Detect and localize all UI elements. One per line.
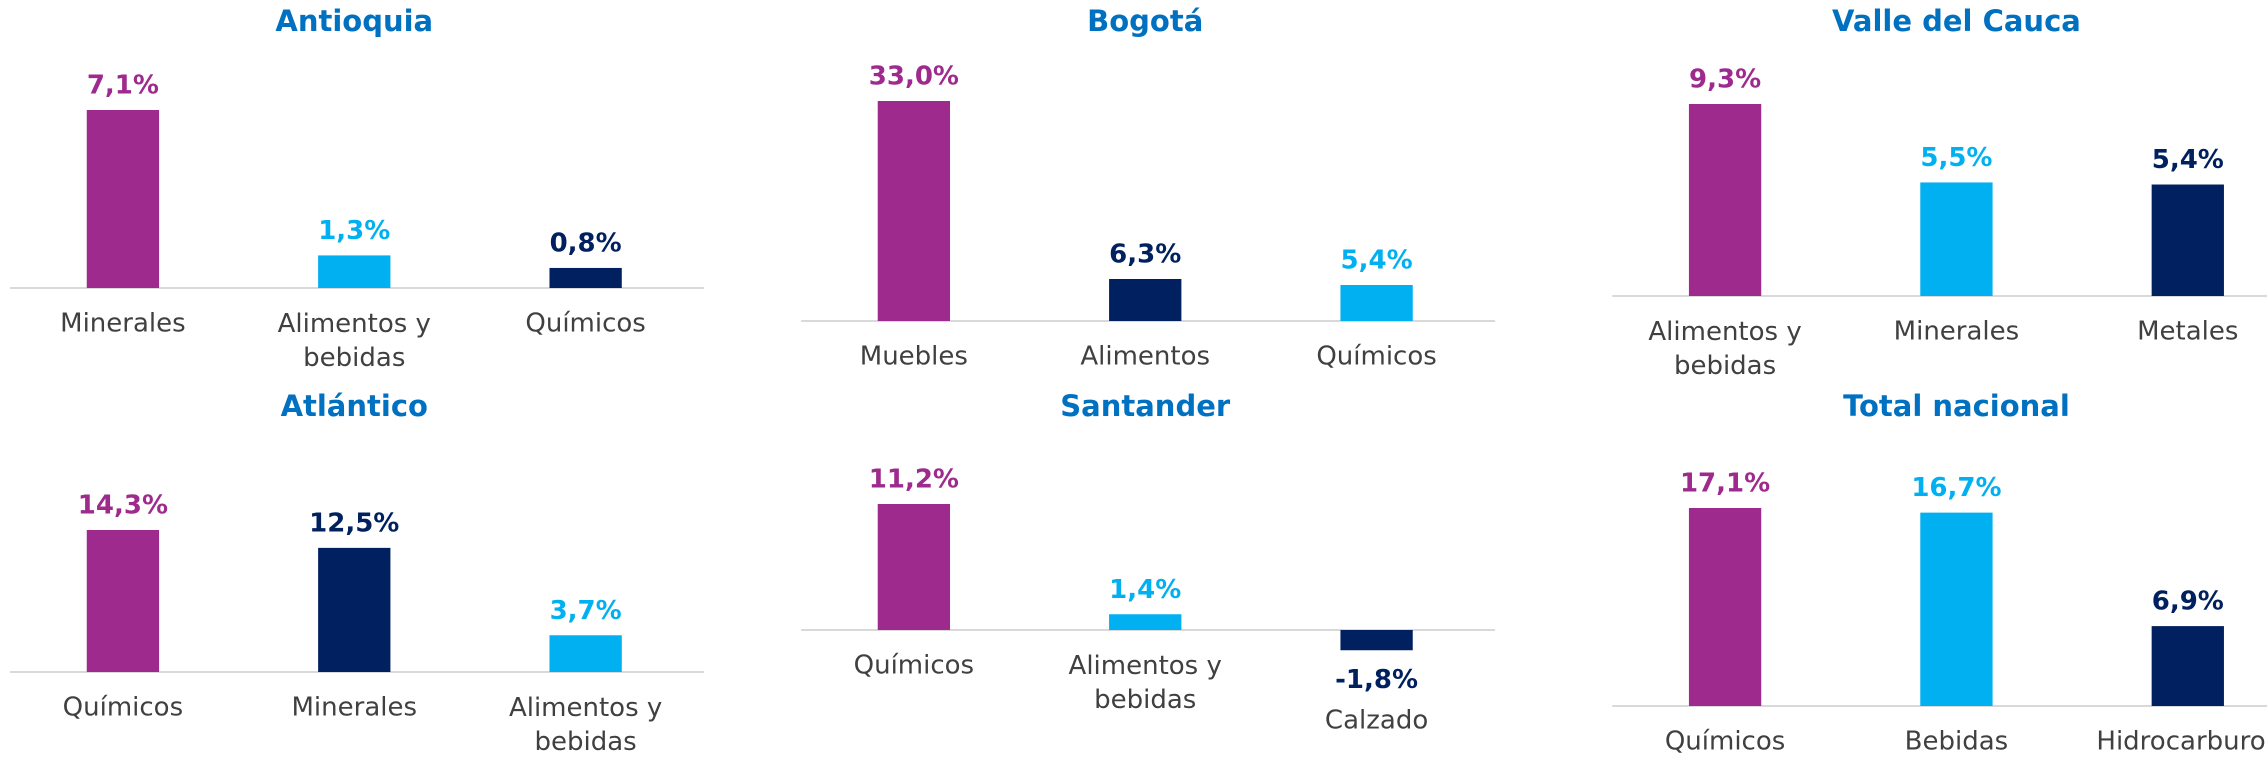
bar: [86, 110, 160, 288]
category-label: Químicos: [854, 651, 974, 681]
value-label: 12,5%: [309, 508, 399, 538]
bar: [1109, 279, 1182, 321]
bar: [1688, 104, 1762, 296]
chart-title: Santander: [1060, 389, 1231, 423]
panel: Santander 11,2% Químicos 1,4% Alimentos y beb…: [801, 389, 1496, 736]
chart-title: Antioquia: [275, 4, 433, 38]
category-label: Calzado: [1325, 706, 1428, 736]
panel: Antioquia 7,1% Minerales 1,3% Alimentos y beb…: [10, 4, 705, 373]
value-label: 1,3%: [318, 216, 390, 246]
bar: [318, 255, 391, 288]
value-label: 1,4%: [1109, 575, 1181, 605]
category-label: Metales: [2137, 317, 2238, 347]
bar: [2151, 184, 2224, 296]
category-label: Químicos: [525, 309, 645, 339]
value-label: 9,3%: [1689, 65, 1761, 95]
category-line: bebidas: [303, 343, 405, 373]
category-line: bebidas: [535, 727, 637, 757]
category-label: Alimentos: [1080, 342, 1210, 372]
chart-title: Valle del Cauca: [1832, 4, 2081, 38]
value-label: 5,5%: [1920, 143, 1992, 173]
value-label: 14,3%: [78, 491, 168, 521]
bar: [1688, 508, 1762, 706]
bar: [1340, 630, 1413, 651]
chart-title: Bogotá: [1087, 4, 1203, 38]
bar: [86, 530, 160, 672]
category-line: bebidas: [1094, 685, 1196, 715]
bar: [549, 267, 622, 288]
category-label: Muebles: [860, 342, 968, 372]
category-label: Bebidas: [1905, 727, 2009, 757]
category-label: Químicos: [1665, 727, 1785, 757]
value-label: 16,7%: [1911, 473, 2001, 503]
category-label: Minerales: [60, 309, 186, 339]
value-label: 17,1%: [1680, 469, 1770, 499]
category-label: Químicos: [63, 693, 183, 723]
category-line: Alimentos y: [278, 309, 431, 339]
chart-title: Atlántico: [281, 389, 428, 423]
value-label: 6,3%: [1109, 240, 1181, 270]
category-label: Alimentos y bebidas: [278, 309, 431, 373]
category-line: Alimentos y: [1648, 317, 1801, 347]
category-label: Alimentos y bebidas: [1069, 651, 1222, 715]
bar: [877, 504, 951, 630]
bar: [2151, 626, 2224, 706]
value-label: 5,4%: [1341, 246, 1413, 276]
bar: [549, 635, 622, 672]
category-label: Alimentos y bebidas: [509, 693, 662, 757]
bar: [1340, 285, 1413, 321]
value-label: 33,0%: [869, 62, 959, 92]
category-line: Alimentos y: [1069, 651, 1222, 681]
category-line: Alimentos y: [509, 693, 662, 723]
value-label: 7,1%: [87, 71, 159, 101]
bar: [1920, 512, 1993, 706]
panel: Bogotá 33,0% Muebles 6,3% Alimentos 5,4% Quími…: [801, 4, 1496, 372]
panel: Valle del Cauca 9,3% Alimentos y bebidas 5,5…: [1612, 4, 2267, 381]
bar: [877, 101, 951, 321]
value-label: 0,8%: [550, 228, 622, 258]
value-label: 6,9%: [2152, 587, 2224, 617]
category-line: bebidas: [1674, 351, 1776, 381]
bar: [1109, 614, 1182, 630]
category-label: Hidrocarburos: [2096, 727, 2267, 757]
value-label: 11,2%: [869, 465, 959, 495]
value-label: 5,4%: [2152, 145, 2224, 175]
panel: Atlántico 14,3% Químicos 12,5% Minerales 3,7%…: [10, 389, 705, 757]
value-label: -1,8%: [1335, 665, 1418, 695]
chart-title: Total nacional: [1843, 389, 2070, 423]
panel: Total nacional 17,1% Químicos 16,7% Bebidas 6…: [1612, 389, 2267, 757]
bar: [318, 547, 391, 672]
category-label: Alimentos y bebidas: [1648, 317, 1801, 381]
category-label: Minerales: [1894, 317, 2020, 347]
bar: [1920, 182, 1993, 296]
category-label: Químicos: [1316, 342, 1436, 372]
category-label: Minerales: [292, 693, 418, 723]
value-label: 3,7%: [550, 596, 622, 626]
